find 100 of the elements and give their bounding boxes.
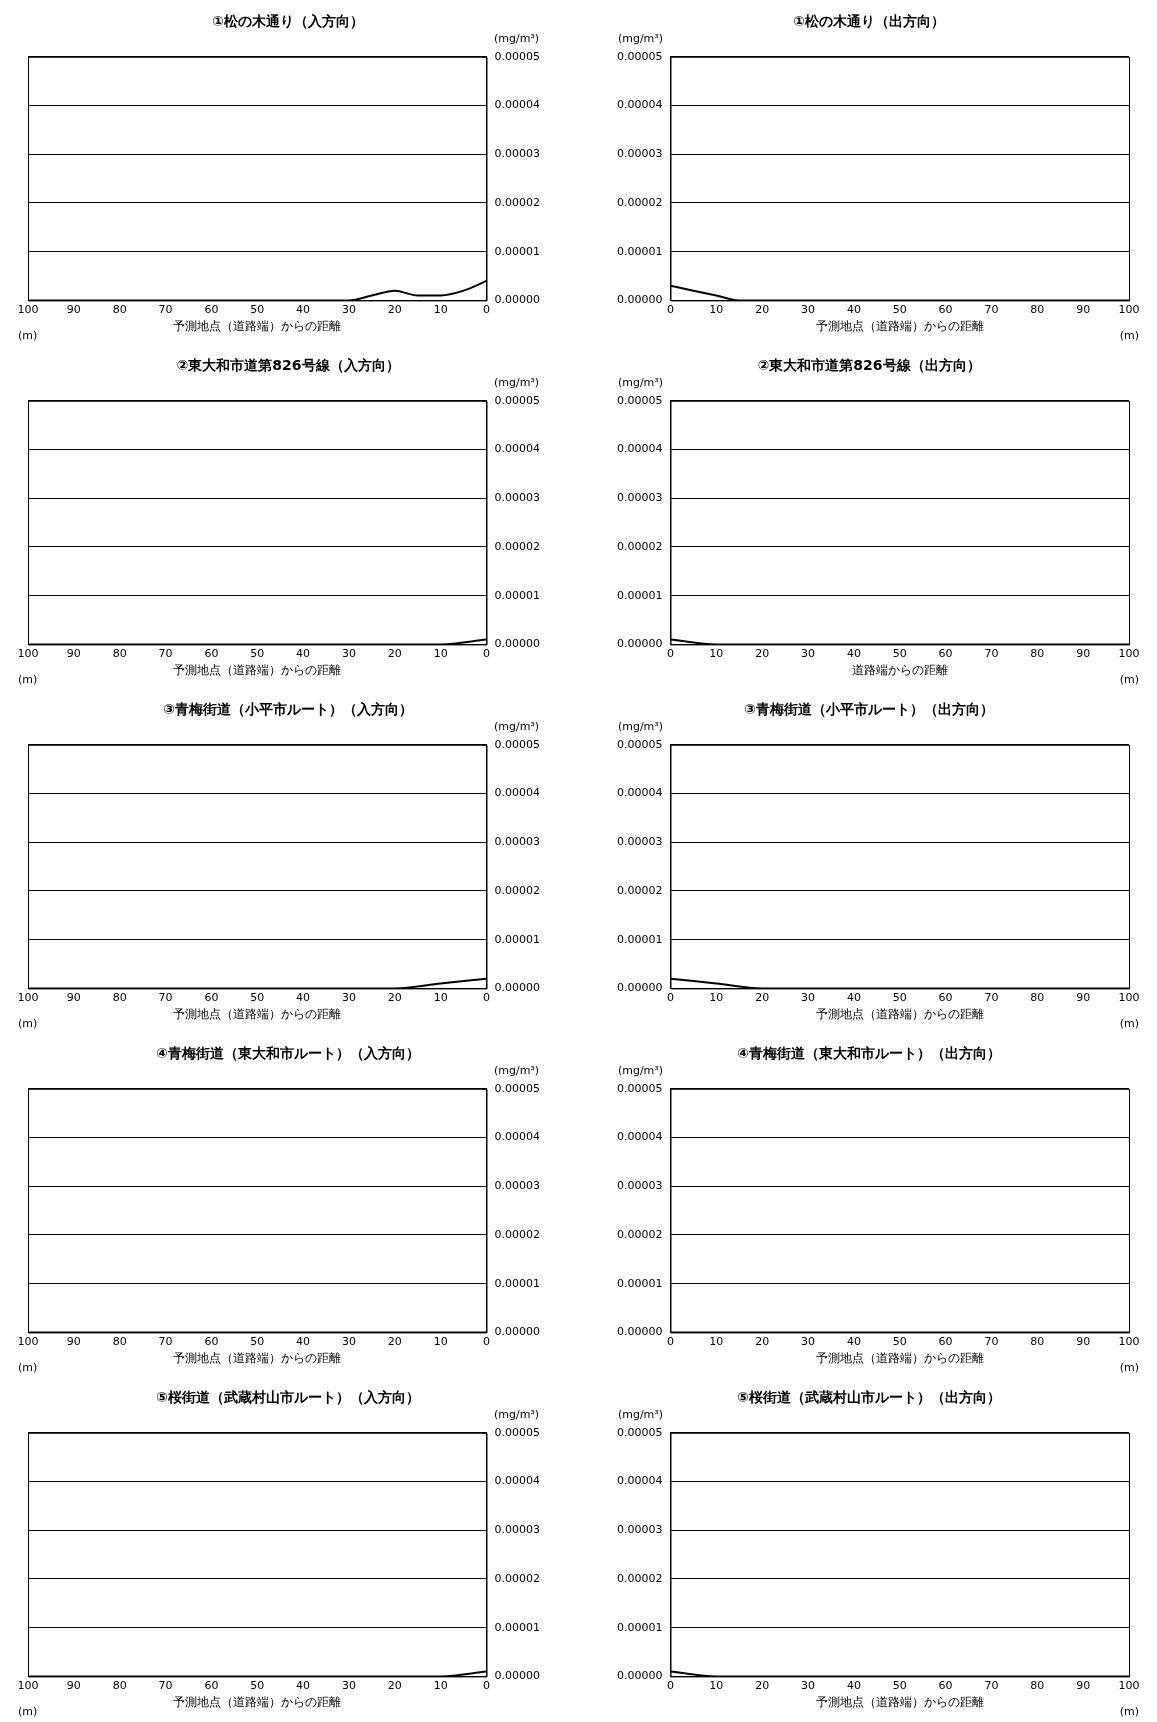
x-tick-label: 90	[1076, 1678, 1091, 1692]
x-tick-label: 90	[1076, 646, 1091, 660]
y-tick-label: 0.00004	[494, 1130, 541, 1144]
y-tick-label: 0.00005	[616, 737, 663, 751]
x-tick-label: 0	[483, 302, 491, 316]
x-tick-label: 0	[483, 990, 491, 1004]
y-tick-label: 0.00001	[616, 932, 663, 946]
x-tick-label: 100	[17, 1334, 39, 1348]
x-tick-label: 30	[801, 302, 816, 316]
y-tick-label: 0.00000	[616, 981, 663, 995]
x-tick-label: 100	[1118, 302, 1140, 316]
x-tick-label: 60	[204, 1678, 219, 1692]
y-tick-label: 0.00001	[616, 1620, 663, 1634]
x-tick-label: 90	[66, 302, 81, 316]
x-tick-label: 60	[938, 990, 953, 1004]
x-tick-label: 70	[158, 646, 173, 660]
x-tick-label: 100	[1118, 646, 1140, 660]
y-tick-label: 0.00002	[616, 883, 663, 897]
y-tick-label: 0.00002	[494, 883, 541, 897]
y-axis-title: (mg/m³)	[493, 1408, 540, 1422]
chart-title: ①松の木通り（出方向）	[793, 13, 945, 30]
y-tick-label: 0.00001	[494, 1620, 541, 1634]
y-tick-label: 0.00003	[494, 491, 541, 505]
chart-title: ⑤桜街道（武蔵村山市ルート）（入方向）	[156, 1389, 420, 1406]
x-tick-label: 50	[892, 1334, 907, 1348]
x-tick-label: 60	[938, 302, 953, 316]
text: (m)	[18, 1016, 38, 1030]
y-tick-label: 0.00004	[616, 98, 663, 112]
chart-title: ②東大和市道第826号線（入方向）	[176, 357, 400, 374]
y-tick-label: 0.00005	[494, 1425, 541, 1439]
x-tick-label: 30	[801, 990, 816, 1004]
y-axis-title: (mg/m³)	[493, 720, 540, 734]
x-tick-label: 80	[112, 990, 127, 1004]
x-axis-title: 予測地点（道路端）からの距離	[173, 1694, 342, 1709]
y-tick-label: 0.00002	[616, 1227, 663, 1241]
y-tick-label: 0.00004	[616, 1474, 663, 1488]
x-tick-label: 40	[846, 302, 861, 316]
y-tick-label: 0.00004	[494, 786, 541, 800]
text: (m)	[1119, 328, 1139, 342]
x-tick-label: 20	[755, 990, 770, 1004]
x-tick-label: 90	[66, 1334, 81, 1348]
y-tick-label: 0.00001	[494, 588, 541, 602]
x-tick-label: 40	[846, 990, 861, 1004]
x-tick-label: 0	[666, 302, 674, 316]
x-tick-label: 80	[1030, 1678, 1045, 1692]
y-tick-label: 0.00001	[616, 1276, 663, 1290]
y-tick-label: 0.00004	[494, 98, 541, 112]
x-tick-label: 10	[433, 1678, 448, 1692]
x-tick-label: 60	[204, 302, 219, 316]
y-tick-label: 0.00005	[494, 393, 541, 407]
x-tick-label: 0	[483, 1334, 491, 1348]
y-axis-title: (mg/m³)	[493, 376, 540, 390]
x-tick-label: 60	[938, 1334, 953, 1348]
x-tick-label: 0	[666, 1334, 674, 1348]
x-tick-label: 100	[1118, 990, 1140, 1004]
x-tick-label: 30	[341, 302, 356, 316]
x-axis-title: 予測地点（道路端）からの距離	[815, 1006, 984, 1021]
y-tick-label: 0.00004	[616, 786, 663, 800]
y-tick-label: 0.00000	[494, 1325, 541, 1339]
x-tick-label: 70	[984, 990, 999, 1004]
x-tick-label: 0	[666, 1678, 674, 1692]
y-tick-label: 0.00002	[494, 1227, 541, 1241]
x-tick-label: 80	[112, 1334, 127, 1348]
x-tick-label: 10	[709, 990, 724, 1004]
x-tick-label: 40	[296, 646, 311, 660]
y-tick-label: 0.00002	[494, 1571, 541, 1585]
x-tick-label: 40	[846, 1678, 861, 1692]
y-tick-label: 0.00005	[616, 393, 663, 407]
x-tick-label: 20	[755, 302, 770, 316]
x-tick-label: 80	[112, 646, 127, 660]
x-tick-label: 60	[938, 1678, 953, 1692]
x-tick-label: 80	[1030, 1334, 1045, 1348]
x-tick-label: 10	[709, 302, 724, 316]
x-tick-label: 20	[755, 1678, 770, 1692]
x-axis-title: 予測地点（道路端）からの距離	[173, 1006, 342, 1021]
y-tick-label: 0.00005	[494, 737, 541, 751]
x-tick-label: 70	[158, 990, 173, 1004]
y-tick-label: 0.00004	[616, 1130, 663, 1144]
y-tick-label: 0.00002	[616, 539, 663, 553]
x-tick-label: 40	[296, 1678, 311, 1692]
text: (m)	[1119, 1016, 1139, 1030]
x-tick-label: 100	[1118, 1678, 1140, 1692]
x-axis-title: 予測地点（道路端）からの距離	[173, 662, 342, 677]
y-tick-label: 0.00003	[616, 491, 663, 505]
text: (m)	[18, 1360, 38, 1374]
x-tick-label: 30	[341, 1678, 356, 1692]
y-axis-title: (mg/m³)	[617, 376, 664, 390]
x-axis-title: 予測地点（道路端）からの距離	[815, 1694, 984, 1709]
x-tick-label: 70	[158, 302, 173, 316]
x-tick-label: 60	[204, 646, 219, 660]
chart-title: ④青梅街道（東大和市ルート）（出方向）	[737, 1045, 1001, 1062]
x-tick-label: 30	[801, 1334, 816, 1348]
x-tick-label: 70	[984, 1678, 999, 1692]
x-tick-label: 100	[17, 646, 39, 660]
x-tick-label: 0	[666, 646, 674, 660]
text: (m)	[18, 672, 38, 686]
x-tick-label: 50	[892, 1678, 907, 1692]
x-tick-label: 10	[709, 1334, 724, 1348]
chart-title: ④青梅街道（東大和市ルート）（入方向）	[156, 1045, 420, 1062]
y-tick-label: 0.00001	[616, 244, 663, 258]
